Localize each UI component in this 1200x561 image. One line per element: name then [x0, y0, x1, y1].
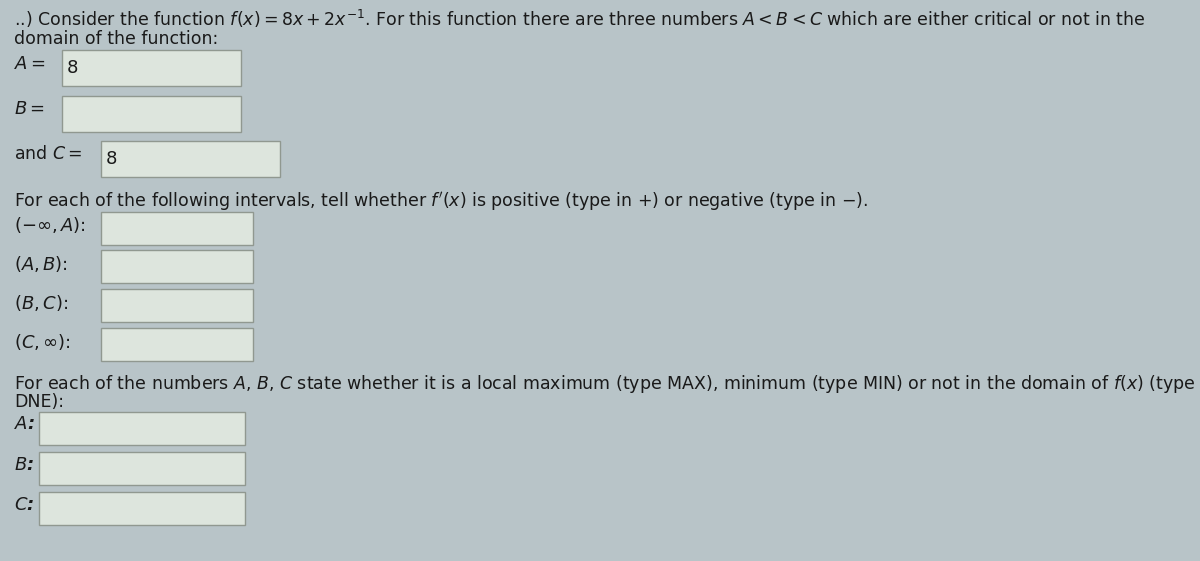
- Text: For each of the numbers $A$, $B$, $C$ state whether it is a local maximum (type : For each of the numbers $A$, $B$, $C$ st…: [14, 373, 1195, 395]
- FancyBboxPatch shape: [101, 141, 281, 177]
- Text: domain of the function:: domain of the function:: [14, 30, 218, 48]
- Text: 8: 8: [106, 150, 118, 168]
- Text: $(B, C)$:: $(B, C)$:: [14, 293, 68, 313]
- FancyBboxPatch shape: [38, 452, 245, 485]
- FancyBboxPatch shape: [38, 412, 245, 445]
- FancyBboxPatch shape: [101, 250, 253, 283]
- Text: $B = $: $B = $: [14, 100, 44, 118]
- Text: and $C = $: and $C = $: [14, 145, 83, 163]
- Text: ..) Consider the function $f(x) = 8x + 2x^{-1}$. For this function there are thr: ..) Consider the function $f(x) = 8x + 2…: [14, 8, 1146, 30]
- FancyBboxPatch shape: [101, 212, 253, 245]
- Text: DNE):: DNE):: [14, 393, 64, 411]
- FancyBboxPatch shape: [62, 50, 241, 86]
- Text: $A = $: $A = $: [14, 55, 46, 73]
- FancyBboxPatch shape: [62, 96, 241, 132]
- Text: $(A, B)$:: $(A, B)$:: [14, 254, 68, 274]
- Text: For each of the following intervals, tell whether $f'(x)$ is positive (type in $: For each of the following intervals, tel…: [14, 190, 868, 213]
- Text: $(-\infty, A)$:: $(-\infty, A)$:: [14, 215, 85, 235]
- FancyBboxPatch shape: [101, 289, 253, 322]
- FancyBboxPatch shape: [101, 328, 253, 361]
- Text: $C$:: $C$:: [14, 496, 35, 514]
- Text: $A$:: $A$:: [14, 415, 35, 433]
- Text: $B$:: $B$:: [14, 456, 34, 474]
- FancyBboxPatch shape: [38, 492, 245, 525]
- Text: 8: 8: [67, 59, 78, 77]
- Text: $(C, \infty)$:: $(C, \infty)$:: [14, 332, 71, 352]
